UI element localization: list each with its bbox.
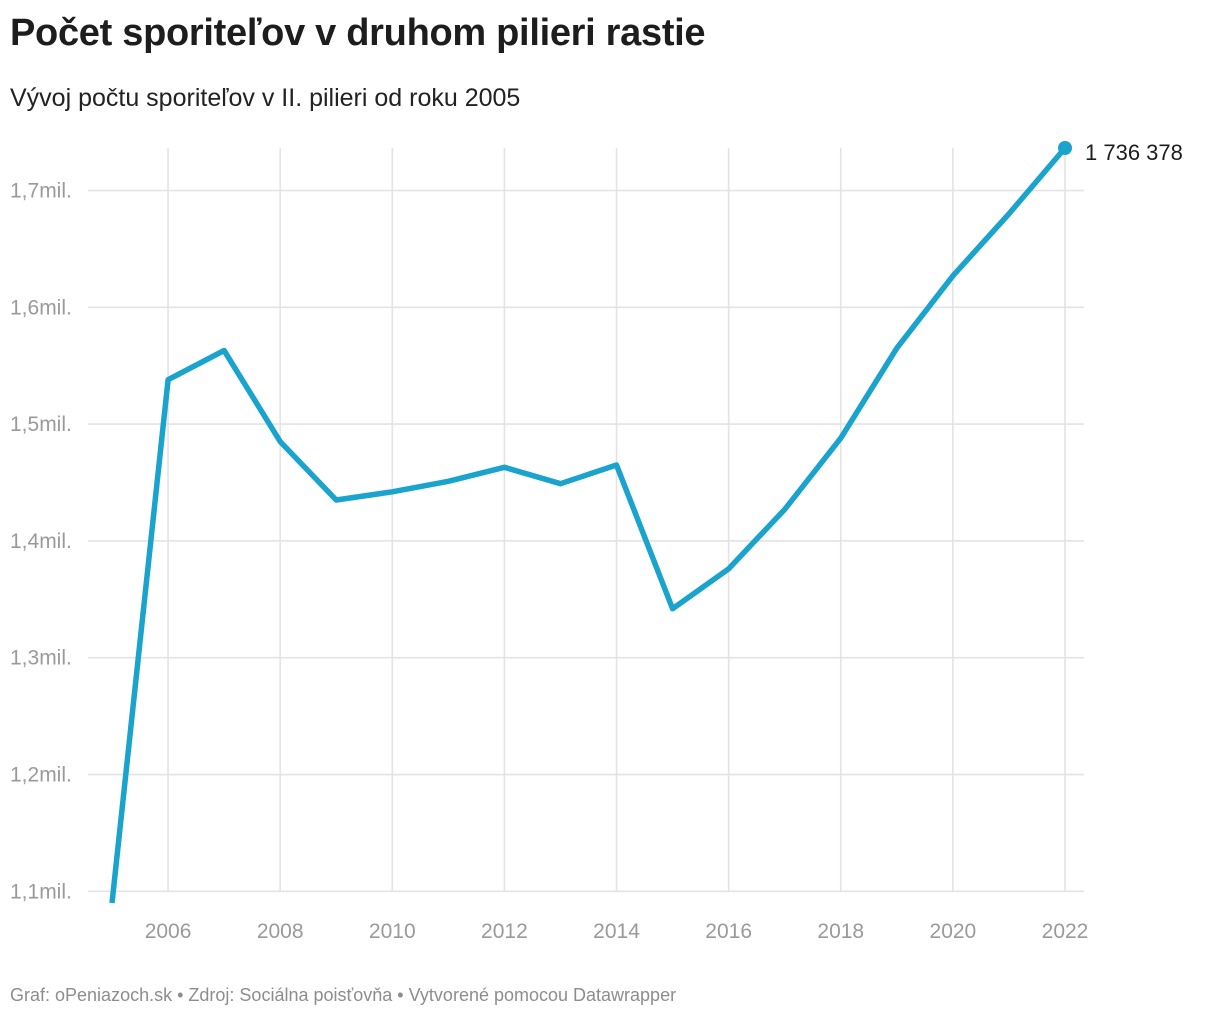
data-point[interactable] xyxy=(215,342,233,360)
data-point[interactable] xyxy=(888,339,906,357)
made-with-link[interactable]: Vytvorené pomocou Datawrapper xyxy=(408,985,677,1005)
y-tick-label: 1,7mil. xyxy=(10,179,72,202)
x-tick-label: 2018 xyxy=(817,920,864,943)
y-tick-label: 1,1mil. xyxy=(10,880,72,903)
series-layer xyxy=(103,146,1068,912)
chart-subtitle: Vývoj počtu sporiteľov v II. pilieri od … xyxy=(10,84,521,112)
source-prefix: Zdroj: xyxy=(188,985,240,1005)
source-link[interactable]: Sociálna poisťovňa xyxy=(239,985,393,1005)
x-gridlines xyxy=(167,148,1066,892)
x-tick-label: 2006 xyxy=(145,920,192,943)
end-value-label: 1 736 378 xyxy=(1085,140,1183,165)
end-point-marker xyxy=(1058,141,1072,155)
data-point[interactable] xyxy=(103,894,121,912)
x-tick-label: 2016 xyxy=(705,920,752,943)
y-tick-label: 1,4mil. xyxy=(10,530,72,553)
data-point[interactable] xyxy=(720,560,738,578)
y-tick-label: 1,3mil. xyxy=(10,647,72,670)
credit-prefix: Graf: xyxy=(10,985,56,1005)
x-axis-tick-labels: 2006 2008 2010 2012 2014 2016 2018 2020 2022 xyxy=(145,920,1089,943)
data-point[interactable] xyxy=(776,500,794,518)
data-point[interactable] xyxy=(664,600,682,618)
annotation-layer: 1 736 378 xyxy=(1058,140,1183,165)
footer-separator: • xyxy=(392,985,409,1005)
data-point[interactable] xyxy=(439,472,457,490)
data-point[interactable] xyxy=(832,429,850,447)
series-line xyxy=(109,146,1068,904)
chart-title: Počet sporiteľov v druhom pilieri rastie xyxy=(10,12,706,54)
x-tick-label: 2020 xyxy=(930,920,977,943)
y-tick-label: 1,6mil. xyxy=(10,296,72,319)
data-point[interactable] xyxy=(551,475,569,493)
credit-link[interactable]: oPeniazoch.sk xyxy=(55,985,173,1005)
x-tick-label: 2012 xyxy=(481,920,528,943)
data-point[interactable] xyxy=(271,433,289,451)
y-tick-label: 1,5mil. xyxy=(10,413,72,436)
y-gridlines xyxy=(88,189,1084,893)
data-point[interactable] xyxy=(608,456,626,474)
x-tick-label: 2010 xyxy=(369,920,416,943)
y-tick-label: 1,2mil. xyxy=(10,764,72,787)
data-point[interactable] xyxy=(383,483,401,501)
data-point[interactable] xyxy=(495,458,513,476)
data-point[interactable] xyxy=(327,491,345,509)
footer-separator: • xyxy=(172,985,189,1005)
chart-footer: Graf: oPeniazoch.sk • Zdroj: Sociálna po… xyxy=(10,985,676,1006)
data-point[interactable] xyxy=(944,267,962,285)
x-tick-label: 2014 xyxy=(593,920,640,943)
y-axis-tick-labels: 1,1mil. 1,2mil. 1,3mil. 1,4mil. 1,5mil. 1,6mi… xyxy=(10,179,72,903)
x-tick-label: 2008 xyxy=(257,920,304,943)
x-tick-label: 2022 xyxy=(1042,920,1089,943)
data-point[interactable] xyxy=(1000,205,1018,223)
data-point[interactable] xyxy=(159,371,177,389)
